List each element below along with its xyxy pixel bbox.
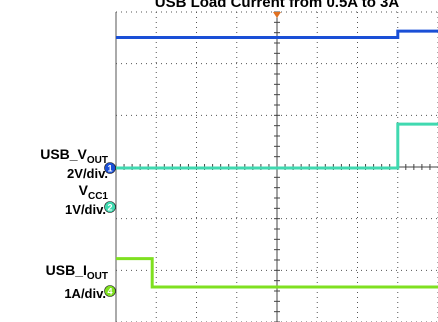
channel-marker-1: 1 — [104, 162, 116, 174]
scope-traces — [116, 29, 438, 289]
channel-marker-label: 2 — [107, 203, 112, 213]
usb-vout-name: USB_V — [40, 146, 87, 162]
usb-vout-scale: 2V/div. — [67, 166, 108, 181]
trace-usb_iout — [116, 257, 438, 289]
usb-iout-scale: 1A/div. — [64, 286, 106, 301]
usb-vout-name-sub: OUT — [86, 154, 108, 166]
trace-usb_vout — [116, 29, 438, 39]
trigger-marker — [273, 12, 281, 18]
channel-marker-4: 4 — [104, 285, 116, 297]
usb-iout-name: USB_I — [45, 262, 87, 278]
chart-title: USB Load Current from 0.5A to 3A — [154, 0, 400, 11]
vcc1-name-sub: CC1 — [87, 190, 108, 202]
usb-vout-label: USB_VOUT — [0, 146, 108, 166]
trace-vcc1 — [116, 122, 438, 170]
channel-marker-label: 4 — [107, 287, 112, 297]
channel-marker-2: 2 — [104, 201, 116, 213]
vcc1-name: V — [78, 182, 88, 198]
usb-iout-label: USB_IOUT — [0, 262, 108, 282]
channel-marker-label: 1 — [107, 164, 112, 174]
usb-iout-name-sub: OUT — [86, 270, 108, 282]
vcc1-scale: 1V/div. — [65, 202, 106, 217]
vcc1-label: VCC1 — [0, 182, 108, 202]
channel-markers: 1 2 4 — [104, 162, 116, 297]
